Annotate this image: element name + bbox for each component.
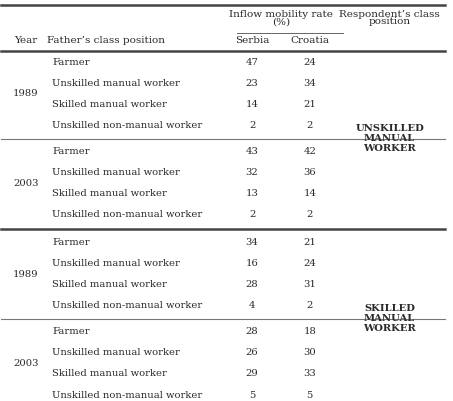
Text: Serbia: Serbia	[235, 36, 269, 45]
Text: 28: 28	[246, 327, 259, 336]
Text: 2: 2	[307, 302, 313, 310]
Text: 33: 33	[304, 369, 316, 378]
Text: 26: 26	[246, 348, 258, 357]
Text: 47: 47	[246, 58, 259, 67]
Text: Skilled manual worker: Skilled manual worker	[53, 100, 167, 109]
Text: SKILLED
MANUAL
WORKER: SKILLED MANUAL WORKER	[363, 304, 416, 334]
Text: 21: 21	[304, 100, 316, 109]
Text: 29: 29	[246, 369, 259, 378]
Text: position: position	[369, 17, 411, 26]
Text: 2003: 2003	[13, 358, 39, 368]
Text: 2: 2	[249, 211, 255, 219]
Text: Unskilled manual worker: Unskilled manual worker	[53, 259, 180, 268]
Text: 2: 2	[307, 122, 313, 130]
Text: 34: 34	[246, 238, 259, 247]
Text: Unskilled non-manual worker: Unskilled non-manual worker	[53, 122, 202, 130]
Text: Unskilled non-manual worker: Unskilled non-manual worker	[53, 211, 202, 219]
Text: 14: 14	[246, 100, 259, 109]
Text: 18: 18	[304, 327, 316, 336]
Text: Unskilled manual worker: Unskilled manual worker	[53, 348, 180, 357]
Text: Croatia: Croatia	[290, 36, 329, 45]
Text: 1989: 1989	[13, 269, 39, 279]
Text: (%): (%)	[272, 17, 290, 26]
Text: 30: 30	[304, 348, 316, 357]
Text: Inflow mobility rate: Inflow mobility rate	[229, 10, 333, 19]
Text: 5: 5	[307, 391, 313, 399]
Text: 13: 13	[246, 189, 259, 198]
Text: 16: 16	[246, 259, 259, 268]
Text: 21: 21	[304, 238, 316, 247]
Text: 28: 28	[246, 280, 259, 289]
Text: 23: 23	[246, 79, 259, 88]
Text: 4: 4	[249, 302, 255, 310]
Text: 2: 2	[307, 211, 313, 219]
Text: Skilled manual worker: Skilled manual worker	[53, 280, 167, 289]
Text: 36: 36	[304, 168, 316, 177]
Text: 1989: 1989	[13, 89, 39, 99]
Text: 14: 14	[303, 189, 316, 198]
Text: Unskilled manual worker: Unskilled manual worker	[53, 79, 180, 88]
Text: Skilled manual worker: Skilled manual worker	[53, 189, 167, 198]
Text: Year: Year	[14, 36, 38, 45]
Text: 24: 24	[304, 259, 316, 268]
Text: UNSKILLED
MANUAL
WORKER: UNSKILLED MANUAL WORKER	[355, 124, 424, 154]
Text: 2: 2	[249, 122, 255, 130]
Text: Father’s class position: Father’s class position	[47, 36, 165, 45]
Text: 32: 32	[246, 168, 259, 177]
Text: Respondent’s class: Respondent’s class	[339, 10, 440, 19]
Text: Unskilled manual worker: Unskilled manual worker	[53, 168, 180, 177]
Text: Farmer: Farmer	[53, 147, 90, 156]
Text: Unskilled non-manual worker: Unskilled non-manual worker	[53, 391, 202, 399]
Text: 42: 42	[304, 147, 316, 156]
Text: Unskilled non-manual worker: Unskilled non-manual worker	[53, 302, 202, 310]
Text: 34: 34	[304, 79, 316, 88]
Text: Farmer: Farmer	[53, 327, 90, 336]
Text: 31: 31	[304, 280, 316, 289]
Text: Skilled manual worker: Skilled manual worker	[53, 369, 167, 378]
Text: 5: 5	[249, 391, 255, 399]
Text: Farmer: Farmer	[53, 58, 90, 67]
Text: 43: 43	[246, 147, 259, 156]
Text: Farmer: Farmer	[53, 238, 90, 247]
Text: 2003: 2003	[13, 178, 39, 188]
Text: 24: 24	[304, 58, 316, 67]
